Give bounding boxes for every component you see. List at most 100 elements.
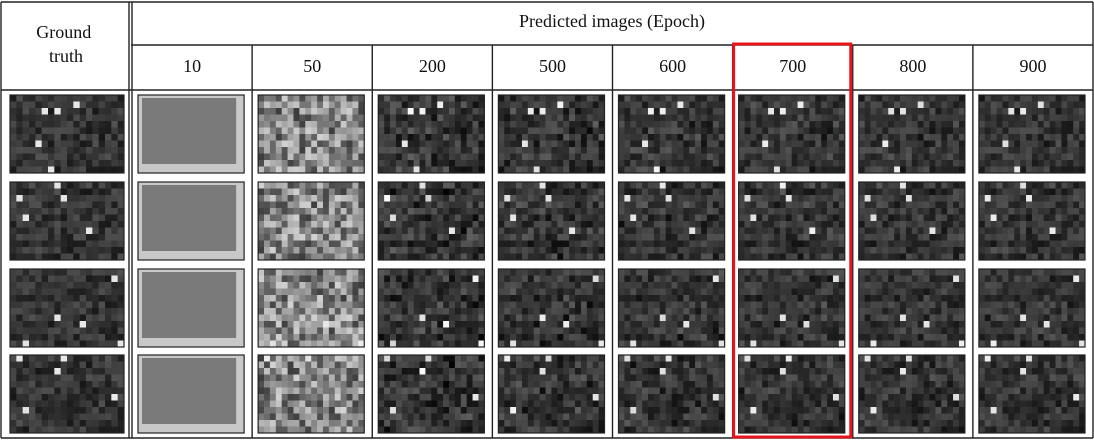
image-pixel [809, 134, 815, 141]
image-pixel [437, 215, 443, 222]
image-pixel [317, 401, 323, 408]
image-pixel [660, 234, 666, 241]
image-pixel [390, 394, 396, 401]
image-pixel [739, 321, 745, 328]
image-pixel [467, 420, 473, 427]
image-pixel [61, 108, 68, 115]
image-pixel [35, 160, 42, 167]
image-pixel [282, 108, 288, 115]
image-pixel [73, 247, 80, 254]
image-pixel [581, 276, 587, 283]
image-pixel [701, 167, 707, 174]
image-pixel [431, 289, 437, 296]
image-pixel [750, 295, 756, 302]
image-pixel [455, 102, 461, 109]
image-pixel [654, 228, 660, 235]
image-pixel [833, 234, 839, 241]
image-pixel [23, 215, 30, 222]
image-pixel [61, 381, 68, 388]
image-pixel [768, 315, 774, 322]
image-pixel [288, 108, 294, 115]
image-pixel [80, 321, 87, 328]
image-pixel [630, 241, 636, 248]
image-pixel [815, 182, 821, 189]
image-pixel [534, 302, 540, 309]
image-pixel [750, 95, 756, 102]
image-pixel [288, 247, 294, 254]
image-pixel [305, 195, 311, 202]
image-pixel [551, 154, 557, 161]
image-pixel [516, 355, 522, 362]
image-pixel [264, 334, 270, 341]
image-pixel [689, 189, 695, 196]
image-pixel [408, 282, 414, 289]
image-pixel [384, 215, 390, 222]
image-pixel [111, 108, 118, 115]
image-pixel [23, 420, 30, 427]
image-pixel [73, 141, 80, 148]
image-pixel [264, 108, 270, 115]
image-pixel [528, 381, 534, 388]
image-pixel [701, 221, 707, 228]
image-pixel [378, 202, 384, 209]
image-pixel [341, 308, 347, 315]
image-pixel [467, 302, 473, 309]
image-pixel [105, 128, 112, 135]
image-pixel [774, 215, 780, 222]
image-pixel [258, 401, 264, 408]
image-pixel [695, 102, 701, 109]
image-pixel [546, 295, 552, 302]
image-pixel [437, 115, 443, 122]
image-pixel [774, 134, 780, 141]
image-pixel [569, 328, 575, 335]
image-pixel [425, 295, 431, 302]
image-pixel [10, 302, 17, 309]
image-pixel [803, 254, 809, 261]
image-pixel [420, 295, 426, 302]
image-pixel [61, 328, 68, 335]
image-pixel [551, 228, 557, 235]
image-pixel [473, 420, 479, 427]
image-pixel [587, 254, 593, 261]
image-pixel [35, 154, 42, 161]
image-pixel [92, 420, 99, 427]
image-pixel [86, 315, 93, 322]
image-pixel [408, 95, 414, 102]
image-pixel [745, 241, 751, 248]
image-pixel [67, 154, 74, 161]
image-pixel [798, 308, 804, 315]
image-pixel [504, 115, 510, 122]
image-pixel [534, 147, 540, 154]
image-pixel [384, 102, 390, 109]
image-pixel [504, 95, 510, 102]
image-pixel [258, 368, 264, 375]
image-pixel [305, 328, 311, 335]
image-pixel [563, 375, 569, 382]
image-pixel [780, 121, 786, 128]
image-pixel [270, 295, 276, 302]
image-pixel [16, 355, 23, 362]
image-pixel [534, 289, 540, 296]
image-pixel [461, 282, 467, 289]
image-pixel [384, 160, 390, 167]
image-pixel [540, 401, 546, 408]
image-pixel [683, 328, 689, 335]
image-pixel [305, 208, 311, 215]
image-pixel [311, 328, 317, 335]
image-pixel [642, 355, 648, 362]
image-pixel [677, 241, 683, 248]
image-pixel [792, 289, 798, 296]
image-pixel [42, 388, 49, 395]
image-pixel [61, 401, 68, 408]
image-pixel [677, 189, 683, 196]
image-pixel [713, 394, 719, 401]
image-pixel [546, 102, 552, 109]
image-pixel [384, 420, 390, 427]
image-pixel [86, 355, 93, 362]
image-pixel [599, 368, 605, 375]
image-pixel [540, 167, 546, 174]
image-pixel [111, 121, 118, 128]
image-pixel [99, 355, 106, 362]
image-pixel [528, 368, 534, 375]
image-pixel [35, 102, 42, 109]
